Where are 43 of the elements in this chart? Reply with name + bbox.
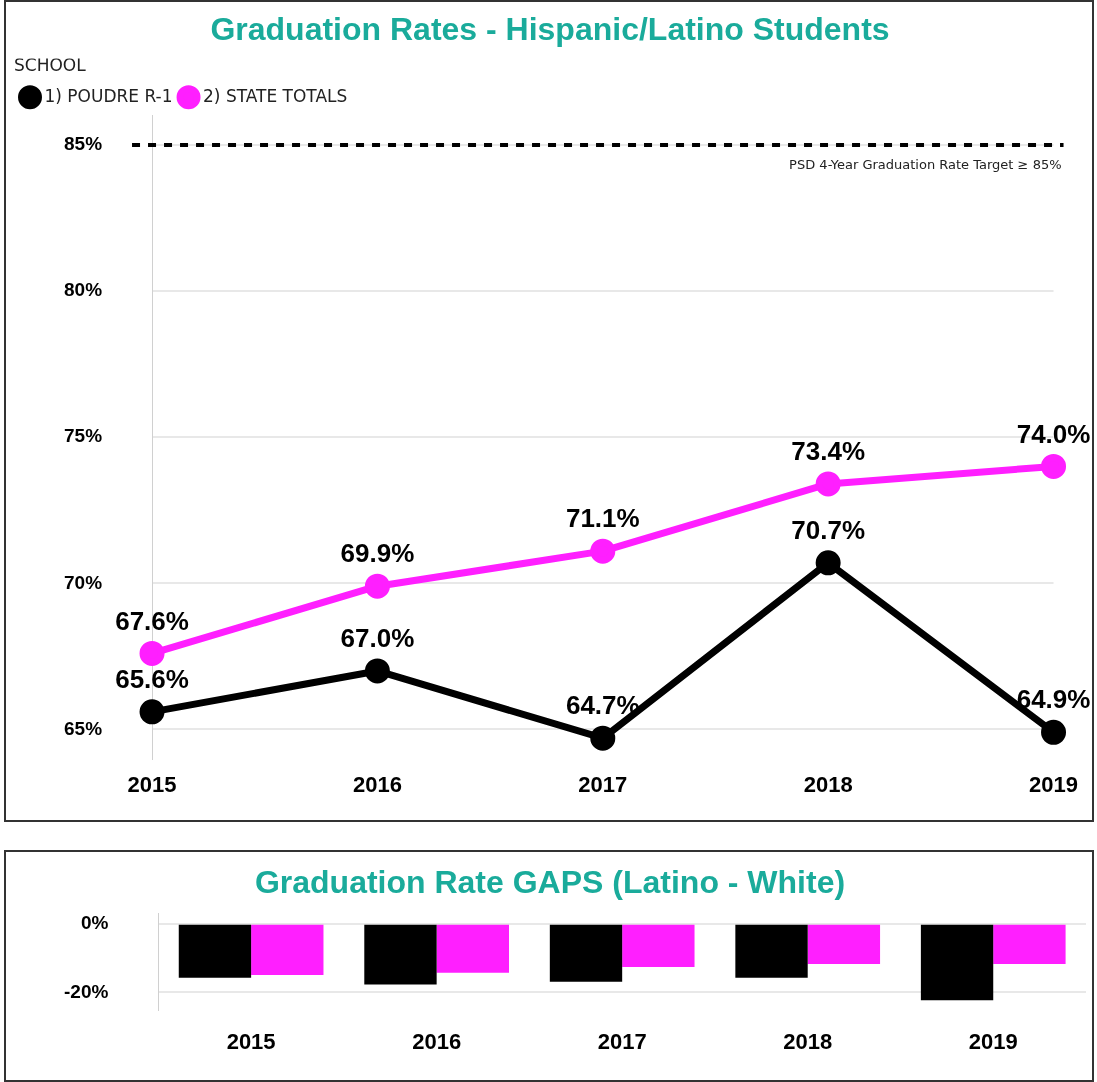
data-label: 70.7% [791,515,866,546]
y-tick-label: 70% [64,571,103,593]
x-tick-label: 2015 [127,771,177,797]
y-tick-label: -20% [64,980,109,1002]
point [139,640,165,666]
point [364,658,390,684]
point [815,471,841,497]
x-tick-label: 2019 [1029,771,1079,797]
data-label: 64.7% [565,690,640,721]
data-label: 73.4% [791,436,866,467]
data-label: 71.1% [565,503,640,534]
y-tick-label: 85% [64,133,103,155]
y-tick-label: 0% [80,911,109,933]
point [364,573,390,599]
data-label: 65.6% [115,664,189,695]
data-label: 74.0% [1016,418,1091,449]
point [1041,453,1067,479]
chart-title: Graduation Rates - Hispanic/Latino Students [210,11,890,48]
data-label: 69.9% [340,538,415,569]
x-tick-label: 2017 [578,771,628,797]
point [590,538,616,564]
point [139,699,165,725]
point [815,550,841,576]
data-label: 67.6% [115,605,189,636]
data-label: 64.9% [1016,684,1091,715]
x-tick-label: 2016 [352,771,402,797]
x-tick-label: 2019 [968,1028,1018,1054]
x-tick-label: 2015 [226,1028,276,1054]
point [1041,719,1067,745]
chart-title: Graduation Rate GAPS (Latino - White) [254,864,846,901]
x-tick-label: 2018 [803,771,853,797]
data-label: 67.0% [340,623,415,654]
x-tick-label: 2018 [783,1028,833,1054]
x-tick-label: 2016 [412,1028,462,1054]
legend-label: 1) POUDRE R-1 [44,85,173,106]
y-tick-label: 75% [64,425,103,447]
y-tick-label: 65% [64,717,103,739]
ref-line-label: PSD 4-Year Graduation Rate Target ≥ 85% [789,156,1062,172]
point [590,725,616,751]
legend-title: SCHOOL [14,55,87,76]
legend-label: 2) STATE TOTALS [203,85,348,106]
y-tick-label: 80% [64,279,103,301]
x-tick-label: 2017 [597,1028,647,1054]
